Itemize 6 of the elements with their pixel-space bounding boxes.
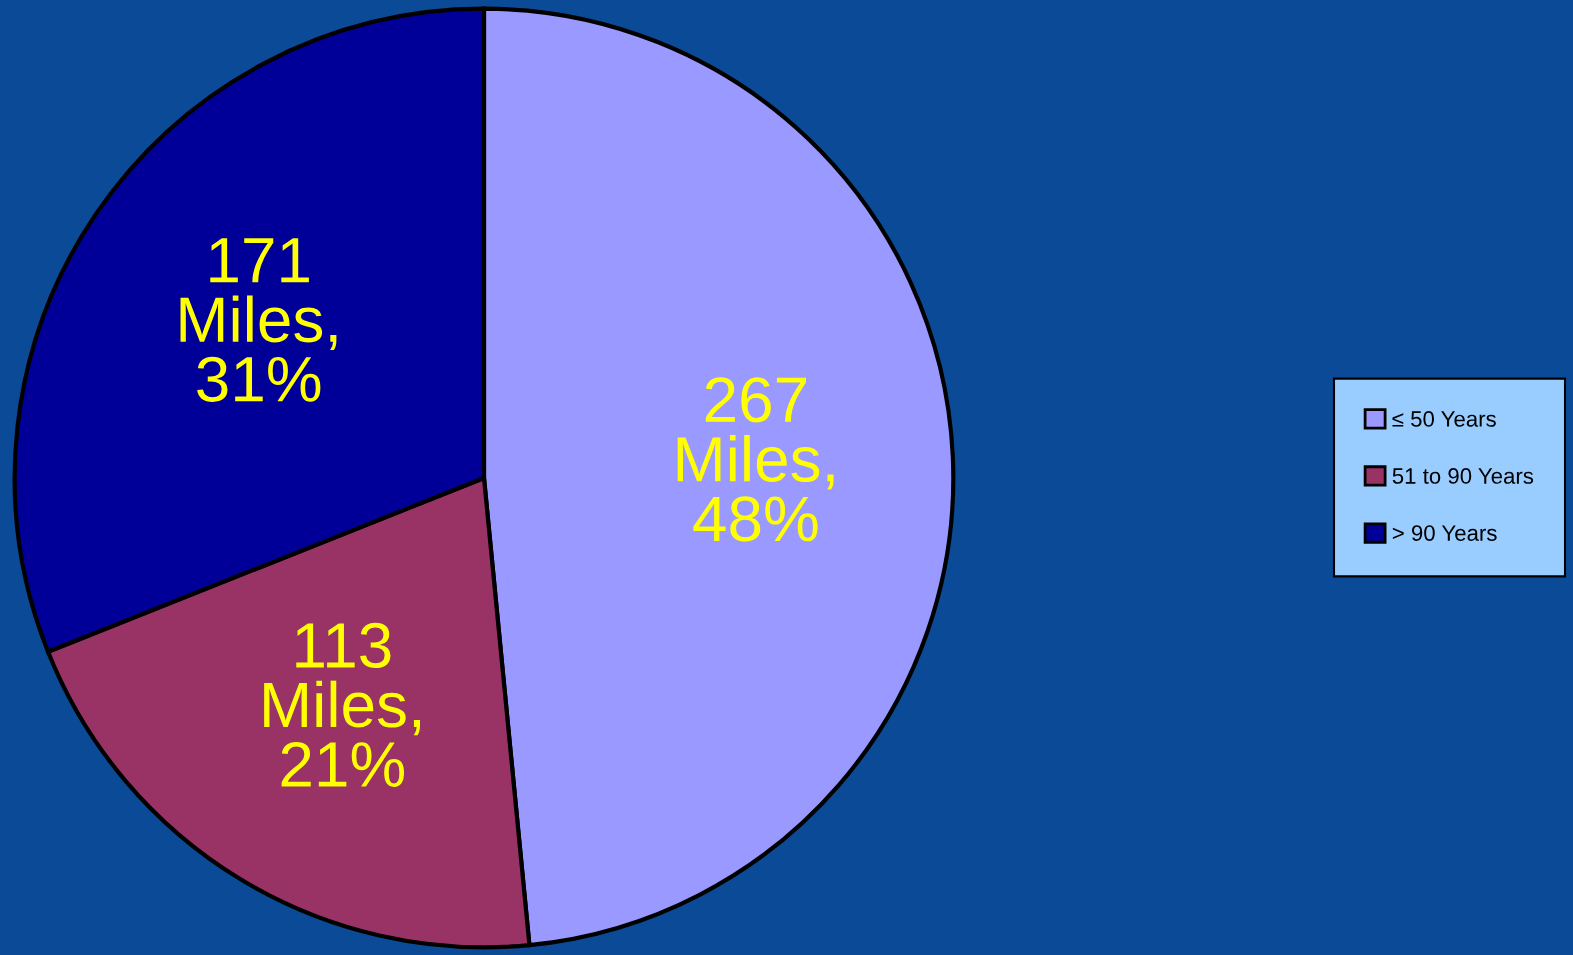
legend-label: 51 to 90 Years (1392, 468, 1534, 484)
data-label: 113 Miles, 21% (264, 622, 421, 787)
data-label: 171 Miles, 31% (180, 238, 337, 402)
legend-label: > 90 Years (1392, 525, 1497, 541)
data-label: 267 Miles, 48% (677, 377, 834, 542)
legend-label: ≤ 50 Years (1392, 411, 1496, 427)
